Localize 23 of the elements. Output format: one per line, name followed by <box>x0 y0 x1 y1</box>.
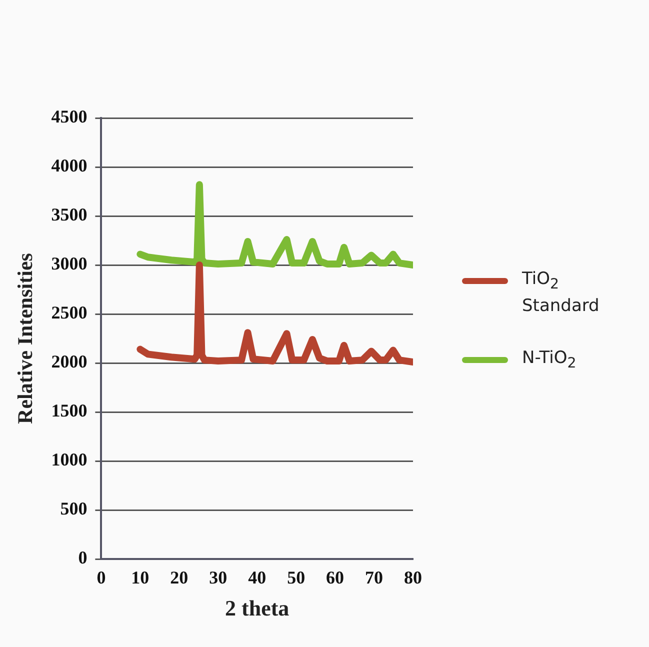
x-tick-label: 10 <box>131 567 150 588</box>
x-tick-label: 40 <box>248 567 266 588</box>
x-tick-label: 70 <box>365 567 384 588</box>
y-tick-label: 4000 <box>51 156 88 176</box>
x-tick-label: 50 <box>287 567 306 588</box>
y-axis-title: Relative Intensities <box>13 253 38 424</box>
legend-label: TiO$_{2}$ Standard <box>522 268 600 318</box>
y-tick-label: 500 <box>60 498 88 519</box>
x-tick-label: 30 <box>209 567 228 588</box>
y-tick-label: 2500 <box>51 302 88 323</box>
x-tick-label: 20 <box>170 567 188 588</box>
legend-label: N-TiO$_{2}$ <box>522 347 578 374</box>
y-tick-label: 1500 <box>51 400 88 421</box>
x-tick-label: 80 <box>404 567 422 588</box>
x-tick-label: 0 <box>96 567 106 588</box>
y-tick-label: 1000 <box>51 450 88 470</box>
y-tick-label: 2000 <box>51 352 88 372</box>
y-tick-label: 0 <box>78 548 88 568</box>
y-tick-label: 3000 <box>51 254 88 274</box>
y-tick-label: 4500 <box>51 106 88 127</box>
x-axis-title: 2 theta <box>225 595 290 620</box>
y-tick-label: 3500 <box>51 204 88 225</box>
x-tick-label: 60 <box>326 567 344 588</box>
